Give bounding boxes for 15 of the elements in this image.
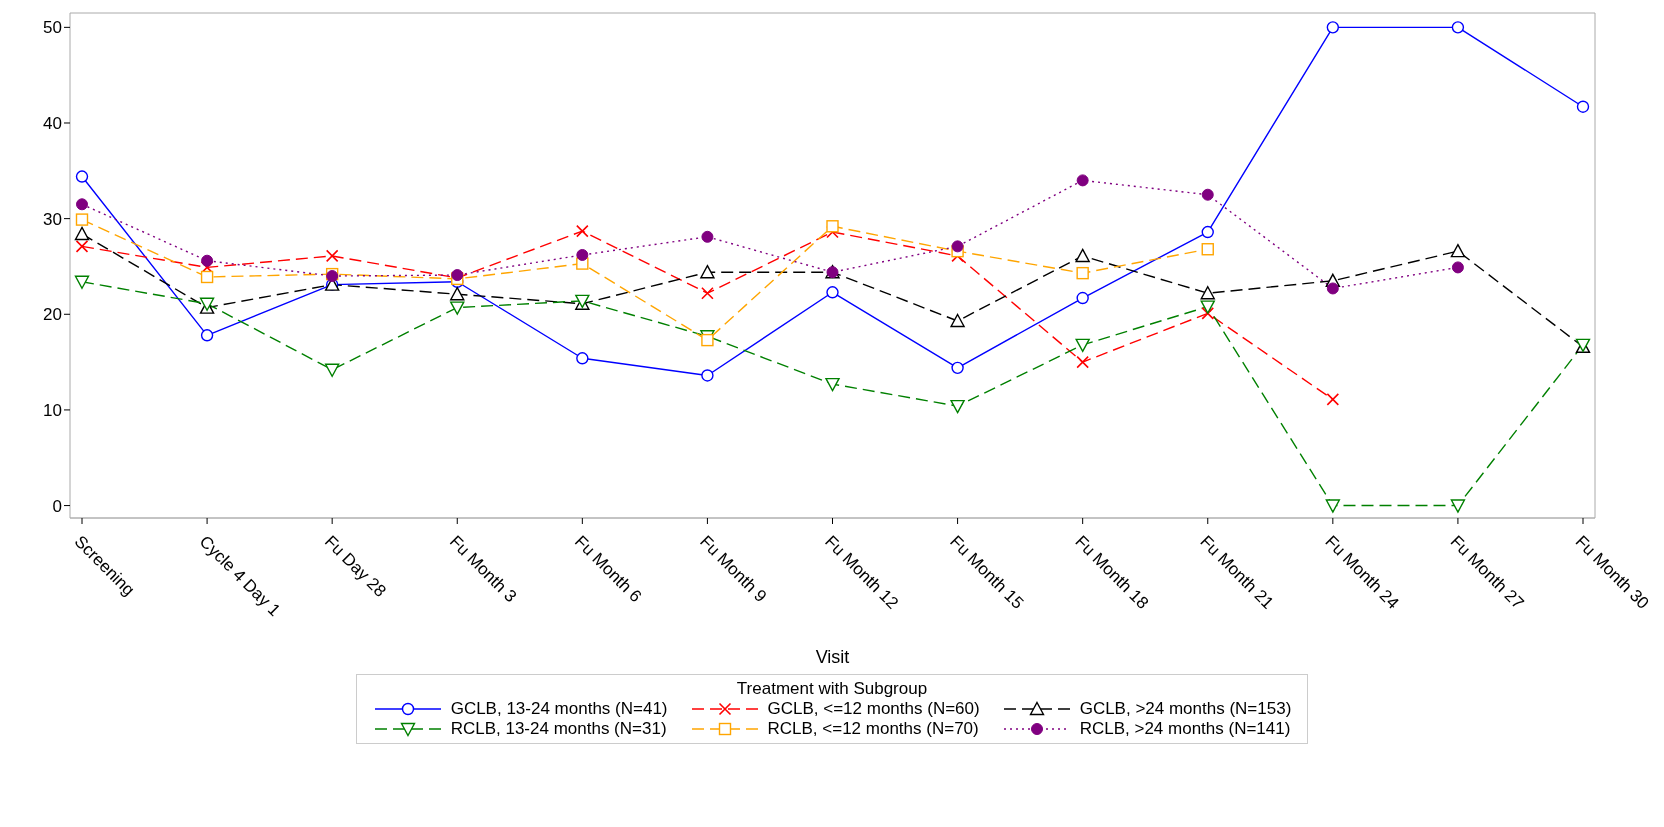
legend-label: GCLB, >24 months (N=153) — [1079, 699, 1292, 719]
legend-label: GCLB, 13-24 months (N=41) — [450, 699, 668, 719]
x-axis-title: Visit — [815, 647, 850, 667]
y-tick-label: 20 — [43, 305, 62, 325]
y-tick-label: 0 — [52, 496, 62, 516]
y-tick-label: 30 — [43, 209, 62, 229]
legend-label: RCLB, 13-24 months (N=31) — [450, 719, 667, 739]
x-tick-label: Fu Day 28 — [320, 531, 390, 601]
legend-title: Treatment with Subgroup — [735, 679, 929, 699]
legend-label: GCLB, <=12 months (N=60) — [767, 699, 980, 719]
y-tick-label: 40 — [43, 114, 62, 134]
y-tick-label: 10 — [43, 400, 62, 420]
y-tick-label: 50 — [43, 18, 62, 38]
legend-label: RCLB, <=12 months (N=70) — [767, 719, 979, 739]
legend-label: RCLB, >24 months (N=141) — [1079, 719, 1291, 739]
